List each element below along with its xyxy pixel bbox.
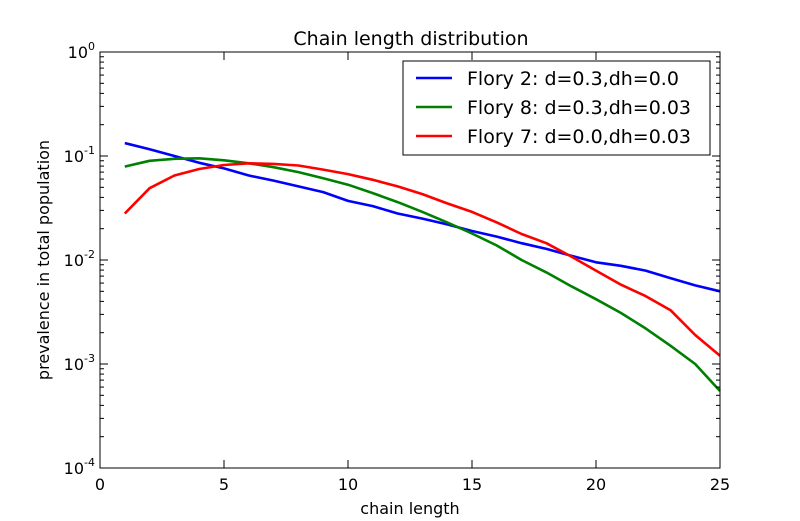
x-tick-label: 5 xyxy=(219,475,229,494)
x-tick-label: 10 xyxy=(338,475,358,494)
x-tick-label: 0 xyxy=(95,475,105,494)
legend-label-1: Flory 2: d=0.3,dh=0.0 xyxy=(467,68,679,90)
x-tick-label: 25 xyxy=(710,475,730,494)
x-tick-label: 20 xyxy=(586,475,606,494)
series-layer xyxy=(123,141,721,392)
series-line-1 xyxy=(124,141,721,293)
series-line-3 xyxy=(123,162,721,357)
legend-label-2: Flory 8: d=0.3,dh=0.03 xyxy=(467,97,691,119)
chart-title: Chain length distribution xyxy=(293,28,528,50)
x-tick-label: 15 xyxy=(462,475,482,494)
y-axis-label: prevalence in total population xyxy=(34,140,53,380)
x-axis-label: chain length xyxy=(360,499,459,518)
legend-label-3: Flory 7: d=0.0,dh=0.03 xyxy=(467,126,691,148)
legend: Flory 2: d=0.3,dh=0.0 Flory 8: d=0.3,dh=0… xyxy=(402,60,711,156)
series-line-2 xyxy=(124,157,721,392)
legend-box xyxy=(402,60,711,156)
